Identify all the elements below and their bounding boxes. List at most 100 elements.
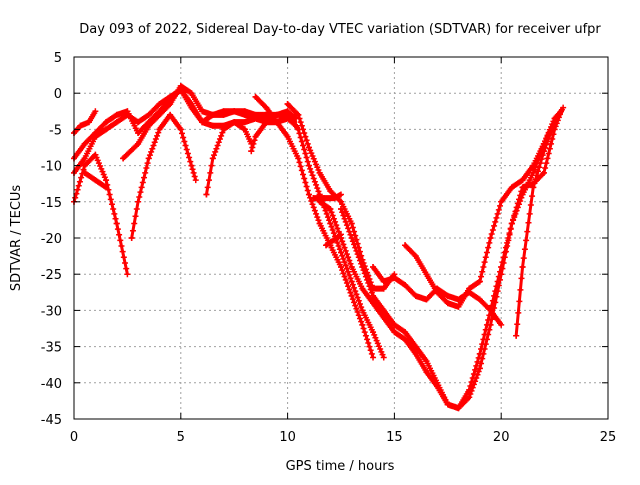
point-marker — [340, 255, 347, 262]
point-marker — [494, 278, 501, 285]
point-marker — [351, 284, 358, 291]
series-8 — [203, 119, 255, 198]
y-axis-label: SDTVAR / TECUs — [9, 185, 24, 292]
point-marker — [338, 249, 344, 256]
point-marker — [301, 146, 308, 153]
point-marker — [118, 243, 125, 250]
point-marker — [108, 201, 115, 208]
point-marker — [487, 235, 494, 241]
point-marker — [100, 182, 107, 189]
point-marker — [499, 259, 506, 266]
point-marker — [182, 142, 189, 149]
point-marker — [309, 172, 316, 179]
point-marker — [351, 299, 358, 306]
point-marker — [101, 174, 108, 181]
point-marker — [348, 235, 355, 241]
point-marker — [343, 265, 350, 272]
point-marker — [117, 237, 124, 244]
point-marker — [97, 163, 104, 170]
point-marker — [516, 201, 522, 208]
point-marker — [359, 321, 366, 328]
point-marker — [519, 263, 526, 270]
point-marker — [139, 179, 146, 186]
point-marker — [309, 152, 316, 159]
point-marker — [209, 155, 216, 162]
point-marker — [150, 142, 157, 149]
point-marker — [488, 230, 495, 237]
point-marker — [379, 351, 386, 358]
point-marker — [187, 158, 194, 165]
point-marker — [360, 267, 367, 274]
point-marker — [352, 244, 359, 251]
point-marker — [326, 205, 333, 212]
point-marker — [133, 142, 140, 149]
point-marker — [540, 148, 547, 155]
point-marker — [349, 296, 356, 303]
point-marker — [466, 387, 473, 394]
point-marker — [343, 251, 350, 258]
chart-title: Day 093 of 2022, Sidereal Day-to-day VTE… — [79, 22, 601, 37]
point-marker — [301, 175, 308, 182]
point-marker — [475, 368, 482, 375]
point-marker — [94, 157, 101, 164]
point-marker — [345, 225, 352, 232]
point-marker — [304, 140, 311, 147]
point-marker — [473, 362, 480, 369]
x-tick-label: 5 — [177, 430, 185, 445]
ticks: 0 5 10 15 20 25 5 0 -5 -10 -15 -20 -25 -30 -35 -40 -45 — [41, 51, 617, 445]
x-tick-label: 15 — [386, 430, 403, 445]
point-marker — [303, 154, 310, 161]
point-marker — [128, 235, 135, 241]
point-marker — [338, 206, 344, 213]
point-marker — [155, 129, 162, 136]
point-marker — [338, 263, 344, 270]
point-marker — [479, 355, 486, 362]
point-marker — [542, 165, 549, 172]
point-marker — [485, 244, 492, 251]
point-marker — [346, 228, 353, 235]
point-marker — [132, 213, 139, 220]
point-marker — [346, 272, 353, 279]
point-marker — [215, 139, 222, 146]
point-marker — [352, 288, 359, 295]
point-marker — [361, 270, 368, 277]
data-point — [124, 271, 131, 278]
point-marker — [78, 174, 85, 181]
point-marker — [364, 276, 371, 283]
point-marker — [493, 283, 500, 290]
point-marker — [92, 151, 99, 158]
point-marker — [367, 286, 374, 293]
point-marker — [137, 189, 144, 196]
point-marker — [366, 283, 373, 290]
point-marker — [308, 150, 315, 157]
point-marker — [308, 169, 315, 176]
series-6 — [120, 82, 300, 162]
point-marker — [151, 139, 158, 146]
point-marker — [491, 292, 498, 299]
point-marker — [482, 326, 489, 333]
point-marker — [181, 138, 188, 145]
point-marker — [478, 360, 485, 367]
point-marker — [482, 254, 489, 261]
point-marker — [533, 172, 540, 179]
point-marker — [313, 181, 320, 188]
point-marker — [297, 134, 304, 141]
point-marker — [550, 122, 557, 129]
point-marker — [339, 267, 346, 274]
point-marker — [141, 174, 148, 181]
point-marker — [530, 184, 537, 191]
point-marker — [309, 201, 316, 208]
point-marker — [515, 309, 522, 316]
point-marker — [536, 164, 543, 171]
point-marker — [203, 191, 210, 198]
point-marker — [120, 254, 127, 261]
point-marker — [138, 184, 145, 191]
point-marker — [333, 222, 340, 229]
point-marker — [119, 248, 126, 255]
point-marker — [466, 394, 473, 401]
point-marker — [341, 215, 348, 222]
point-marker — [311, 178, 318, 185]
point-marker — [332, 218, 339, 225]
point-marker — [298, 138, 305, 145]
